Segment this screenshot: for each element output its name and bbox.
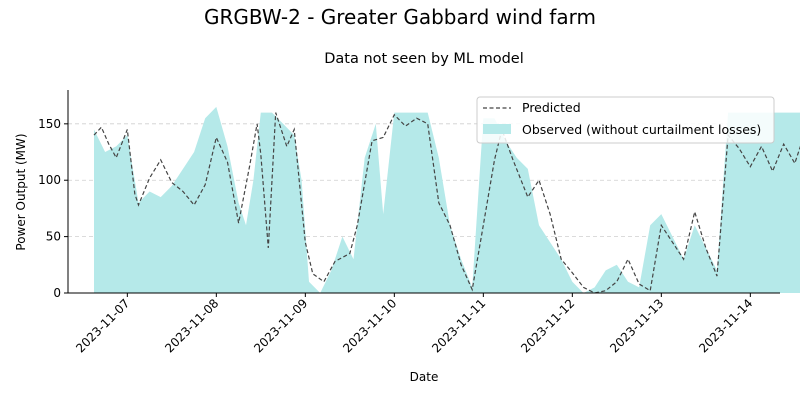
x-tick-label: 2023-11-13 [607,296,666,355]
y-tick-label: 0 [53,286,61,300]
x-tick-label: 2023-11-11 [429,296,488,355]
y-tick-label: 100 [38,173,61,187]
y-tick-label: 150 [38,117,61,131]
x-tick-label: 2023-11-08 [162,296,221,355]
predicted-line [93,112,800,294]
observed-area [94,106,800,293]
chart-suptitle: GRGBW-2 - Greater Gabbard wind farm [204,5,596,29]
legend-predicted-label: Predicted [522,100,581,115]
x-axis-label: Date [410,370,439,384]
x-tick-label: 2023-11-07 [73,296,132,355]
x-tick-label: 2023-11-10 [340,296,399,355]
x-tick-label: 2023-11-12 [518,296,577,355]
chart-title: Data not seen by ML model [324,51,524,67]
legend-frame [476,96,775,144]
legend-observed-label: Observed (without curtailment losses) [522,122,761,137]
chart-legend: Predicted Observed (without curtailment … [476,96,775,144]
data-layer [93,106,800,294]
legend-observed-swatch [483,124,511,134]
x-tick-label: 2023-11-09 [251,296,310,355]
y-tick-label: 50 [46,230,61,244]
x-tick-label: 2023-11-14 [696,296,755,355]
y-axis-label: Power Output (MW) [14,133,28,250]
